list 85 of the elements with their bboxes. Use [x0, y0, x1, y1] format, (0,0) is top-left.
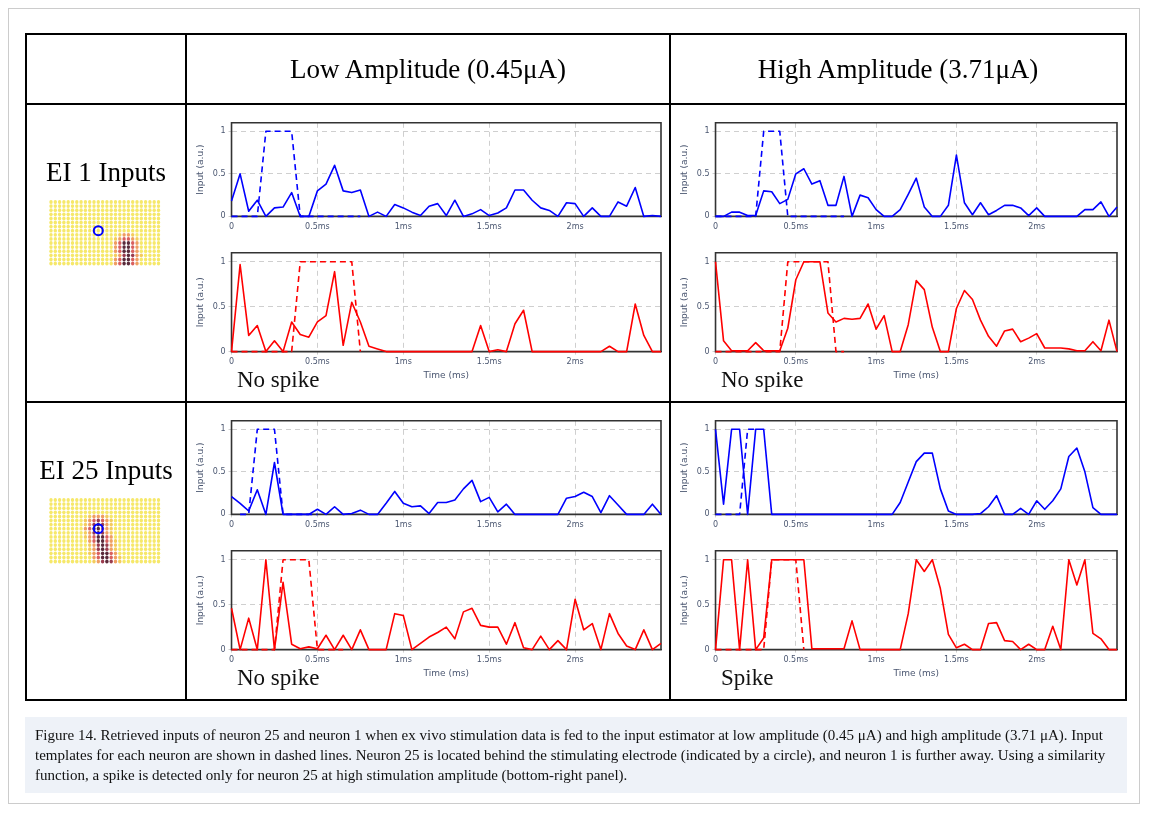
x-tick-label: 0.5ms [783, 357, 809, 367]
text: No spike [721, 367, 804, 393]
x-tick-label: 0 [228, 520, 235, 530]
y-tick-label: 0.5 [696, 466, 710, 476]
y-tick-label: 1 [704, 126, 710, 136]
x-tick-label: 0.5ms [783, 655, 809, 665]
x-tick-label: 1.5ms [944, 655, 969, 665]
text: No spike [237, 367, 320, 393]
y-tick-label: 0.5 [212, 599, 226, 609]
x-tick-label: 1.5ms [944, 222, 969, 232]
x-axis-title: Time (ms) [422, 369, 469, 380]
x-tick-label: 2ms [1028, 222, 1046, 232]
y-tick-label: 0.5 [696, 168, 710, 178]
text: Low Amplitude (0.45μA) [186, 34, 670, 104]
y-tick-label: 1 [704, 554, 710, 564]
y-tick-label: 0 [220, 211, 226, 221]
x-tick-label: 0.5ms [305, 357, 330, 367]
text: EI 1 Inputs [45, 157, 167, 188]
y-tick-label: 0.5 [212, 168, 226, 178]
x-tick-label: 0.5ms [305, 222, 330, 232]
x-tick-label: 1.5ms [944, 357, 969, 367]
caption: Figure 14. Retrieved inputs of neuron 25 and neuron 1 when ex vivo stimulation data is fed to the input estimator at low amplitude (0.45 μA) and high amplitude (3.71 μA). Input templates for each neuron are shown in dashed lines. Neuron 25 is located behind the stimulating electrode (indicated by a circle), and neuron 1 is further away. Using a similarity function, a spike is detected only for neuron 25 at high stimulation amplitude (bottom-right panel). [25, 717, 1127, 793]
y-tick-label: 0 [220, 644, 226, 654]
x-tick-label: 1ms [867, 222, 885, 232]
x-tick-label: 0 [712, 655, 719, 665]
y-axis-title: Input (a.u.) [194, 277, 205, 328]
y-tick-label: 1 [704, 424, 710, 434]
x-tick-label: 2ms [1028, 357, 1046, 367]
y-axis-title: Input (a.u.) [194, 144, 205, 195]
x-tick-label: 1ms [394, 222, 412, 232]
x-tick-label: 1.5ms [944, 520, 969, 530]
x-tick-label: 1.5ms [476, 222, 502, 232]
x-axis-title: Time (ms) [892, 667, 939, 678]
y-tick-label: 1 [220, 256, 226, 266]
x-tick-label: 2ms [1028, 520, 1046, 530]
x-tick-label: 0 [228, 655, 235, 665]
x-tick-label: 0.5ms [305, 520, 330, 530]
x-tick-label: 1ms [867, 655, 885, 665]
y-tick-label: 1 [220, 424, 226, 434]
text: Spike [721, 665, 774, 691]
y-axis-title: Input (a.u.) [678, 144, 689, 195]
y-axis-title: Input (a.u.) [194, 442, 205, 493]
x-tick-label: 2ms [566, 357, 584, 367]
text: EI 25 Inputs [38, 455, 174, 486]
x-tick-label: 1.5ms [476, 655, 502, 665]
y-tick-label: 0 [220, 509, 226, 519]
x-tick-label: 0.5ms [783, 520, 809, 530]
x-tick-label: 2ms [1028, 655, 1046, 665]
x-axis-title: Time (ms) [422, 667, 469, 678]
x-tick-label: 1.5ms [476, 520, 502, 530]
x-tick-label: 1.5ms [476, 357, 502, 367]
x-tick-label: 2ms [566, 520, 584, 530]
y-tick-label: 0.5 [696, 301, 710, 311]
x-tick-label: 0.5ms [305, 655, 330, 665]
y-tick-label: 0 [220, 346, 226, 356]
y-axis-title: Input (a.u.) [194, 575, 205, 626]
x-tick-label: 0 [228, 222, 235, 232]
y-tick-label: 1 [704, 256, 710, 266]
x-tick-label: 2ms [566, 222, 584, 232]
text: No spike [237, 665, 320, 691]
x-tick-label: 1ms [394, 357, 412, 367]
x-tick-label: 1ms [394, 655, 412, 665]
y-tick-label: 1 [220, 126, 226, 136]
x-tick-label: 1ms [867, 357, 885, 367]
y-tick-label: 0 [704, 644, 710, 654]
y-axis-title: Input (a.u.) [678, 277, 689, 328]
y-tick-label: 1 [220, 554, 226, 564]
x-axis-title: Time (ms) [892, 369, 939, 380]
x-tick-label: 0 [712, 520, 719, 530]
y-axis-title: Input (a.u.) [678, 442, 689, 493]
x-tick-label: 0 [712, 357, 719, 367]
y-tick-label: 0.5 [696, 599, 710, 609]
x-tick-label: 0 [712, 222, 719, 232]
y-tick-label: 0 [704, 509, 710, 519]
x-tick-label: 2ms [566, 655, 584, 665]
x-tick-label: 1ms [867, 520, 885, 530]
text: High Amplitude (3.71μA) [670, 34, 1126, 104]
y-tick-label: 0.5 [212, 301, 226, 311]
x-tick-label: 1ms [394, 520, 412, 530]
x-tick-label: 0.5ms [783, 222, 809, 232]
y-tick-label: 0 [704, 211, 710, 221]
x-tick-label: 0 [228, 357, 235, 367]
y-tick-label: 0.5 [212, 466, 226, 476]
y-tick-label: 0 [704, 346, 710, 356]
y-axis-title: Input (a.u.) [678, 575, 689, 626]
